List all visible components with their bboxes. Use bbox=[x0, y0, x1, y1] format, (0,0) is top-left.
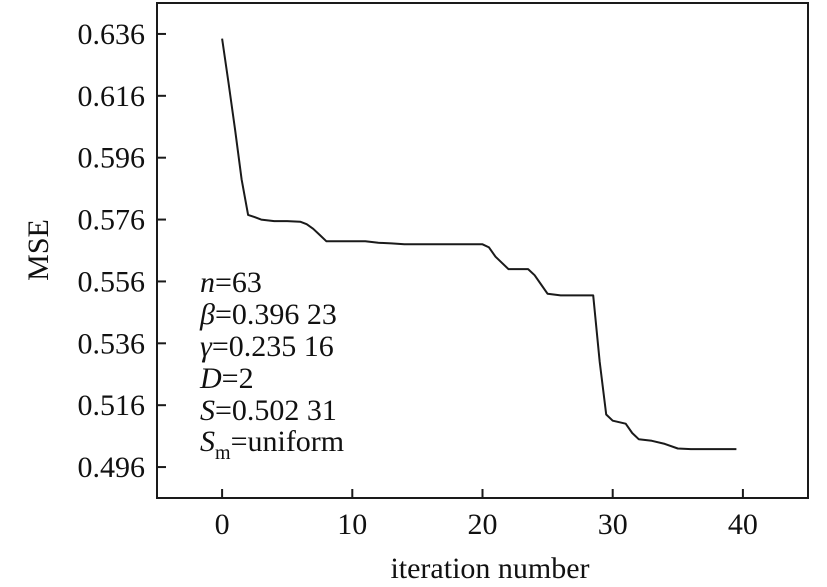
annotation-sm: Sm=uniform bbox=[200, 425, 344, 464]
mse-series-line bbox=[221, 38, 737, 451]
y-tick-label: 0.556 bbox=[78, 265, 146, 298]
annotation-s: S=0.502 31 bbox=[200, 394, 337, 427]
annotation-d: D=2 bbox=[199, 362, 254, 395]
x-tick-label: 30 bbox=[598, 508, 628, 541]
y-tick-label: 0.536 bbox=[78, 327, 146, 360]
y-tick-label: 0.636 bbox=[78, 18, 146, 51]
x-tick-label: 10 bbox=[337, 508, 367, 541]
x-tick-label: 0 bbox=[215, 508, 230, 541]
x-tick-label: 40 bbox=[728, 508, 758, 541]
x-axis-title: iteration number bbox=[390, 552, 589, 585]
x-axis: 0 10 20 30 40 bbox=[215, 489, 758, 541]
y-tick-label: 0.596 bbox=[78, 142, 146, 175]
y-tick-label: 0.576 bbox=[78, 204, 146, 237]
annotation-beta: β=0.396 23 bbox=[199, 298, 337, 331]
annotation-n: n=63 bbox=[200, 266, 262, 299]
annotation-gamma: γ=0.235 16 bbox=[200, 330, 334, 363]
y-axis-title: MSE bbox=[22, 219, 55, 281]
y-tick-label: 0.516 bbox=[78, 389, 146, 422]
x-tick-label: 20 bbox=[468, 508, 498, 541]
y-axis: 0.496 0.516 0.536 0.556 0.576 0.596 0.616 0.636 bbox=[78, 18, 166, 484]
y-tick-label: 0.496 bbox=[78, 451, 146, 484]
parameter-annotations: n=63 β=0.396 23 γ=0.235 16 D=2 S=0.502 3… bbox=[199, 266, 344, 464]
y-tick-label: 0.616 bbox=[78, 80, 146, 113]
